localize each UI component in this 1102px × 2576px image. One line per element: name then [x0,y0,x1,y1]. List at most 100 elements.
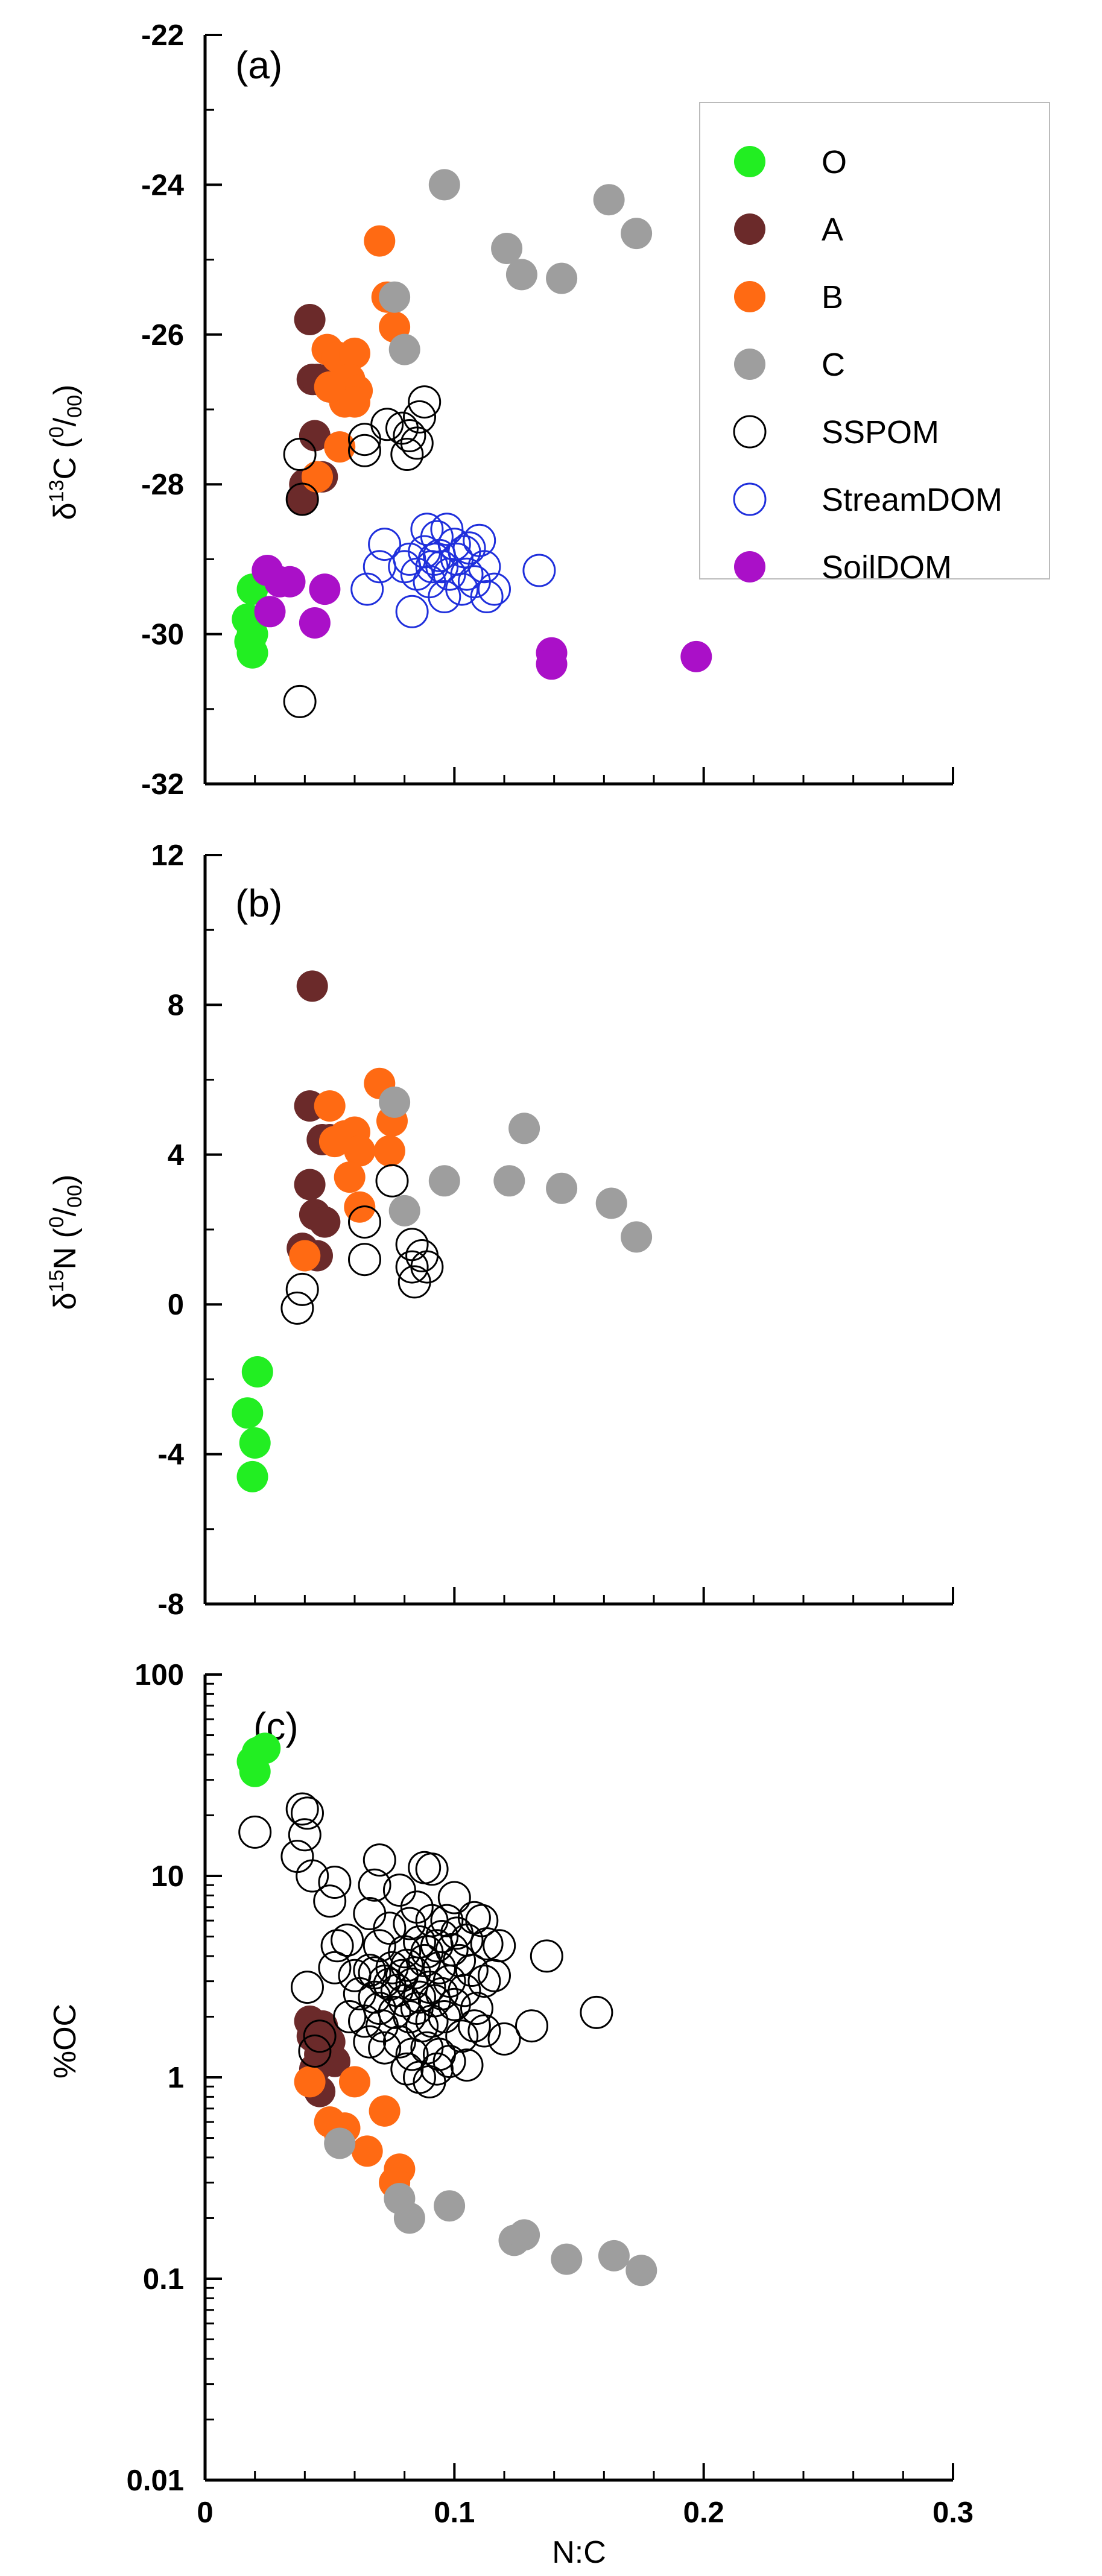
legend-marker-c [734,349,765,380]
point-c [505,259,537,291]
point-streamdom [350,572,384,606]
legend-marker-streamdom [733,482,767,516]
point-streamdom [450,557,484,591]
point-c [598,2240,630,2271]
point-sspom [368,2031,402,2065]
panel-a-ytick-label: -24 [141,169,184,201]
point-sspom [467,1965,501,1998]
point-sspom [280,1291,314,1325]
panel-a-ylabel: δ13C (0/00) [45,385,86,520]
point-o [236,637,268,669]
point-sspom [348,1243,381,1277]
point-c [551,2243,583,2275]
panel-c-ylabel: %OC [48,2004,83,2079]
point-b [364,225,396,257]
panel-b-ytick-label: -8 [157,1588,184,1621]
point-sspom [318,1866,352,1899]
panel-c-xtick-labels: 0 0.1 0.2 0.3 [197,2496,974,2529]
point-c [593,184,625,216]
panel-c-xtick-label: 0.2 [683,2496,724,2529]
point-soildom [680,640,712,672]
panel-a-ytick-label: -30 [141,619,184,651]
point-streamdom [430,513,464,546]
point-sspom [382,1874,416,1907]
panel-b-points [232,970,653,1492]
point-sspom [378,1995,411,2029]
panel-c-xtick-label: 0.1 [434,2496,475,2529]
point-sspom [238,1815,272,1849]
point-sspom [415,1852,449,1886]
legend-label-b: B [822,279,843,315]
point-a [296,970,328,1002]
point-a [318,2045,350,2077]
point-sspom [467,2014,501,2048]
panel-c-ytick-label: 0.1 [143,2263,184,2296]
point-sspom [358,1868,391,1902]
point-o [239,1755,271,1787]
point-sspom [283,684,317,718]
point-soildom [254,596,286,628]
panel-b-ytick-label: 12 [151,839,184,872]
point-sspom [353,1897,387,1930]
legend-box [699,102,1050,579]
point-soildom [536,648,568,680]
point-sspom [430,1904,464,1937]
point-sspom [285,482,319,516]
point-streamdom [415,550,449,584]
panel-c-ytick-labels: 0.01 0.1 1 10 100 [127,1659,184,2497]
point-a [299,420,331,452]
point-sspom [580,1995,613,2029]
point-sspom [470,1927,504,1961]
legend-label-o: O [822,144,847,180]
legend-marker-b [734,281,765,312]
point-c [428,1165,460,1197]
point-a [287,484,318,515]
point-sspom [408,1851,442,1884]
panel-b-axes [203,854,954,1606]
point-sspom [400,1992,434,2025]
point-streamdom [467,550,501,584]
point-sspom [395,1250,429,1284]
point-sspom [450,2048,484,2082]
point-c [388,1195,420,1226]
panel-c-ytick-label: 1 [168,2062,184,2094]
legend-label-c: C [822,347,845,383]
point-streamdom [463,523,496,557]
point-b [324,431,356,463]
point-b [318,1126,350,1158]
panel-a-ytick-label: -28 [141,469,184,501]
panel-b-ytick-label: 8 [168,989,184,1021]
point-streamdom [478,572,511,606]
point-sspom [455,1954,489,1987]
point-c [493,1165,525,1197]
point-streamdom [393,542,426,576]
point-sspom [320,1929,354,1963]
point-sspom [313,1884,347,1918]
point-streamdom [363,550,396,584]
point-b [339,337,370,369]
point-sspom [417,1984,451,2018]
point-sspom [363,1929,396,1963]
legend-label-soildom: SoilDOM [822,549,952,586]
point-sspom [353,2025,387,2059]
point-streamdom [470,580,504,613]
panel-a-ytick-labels: -32 -30 -28 -26 -24 -22 [141,19,184,801]
panel-c-axes [203,1673,954,2482]
point-sspom [400,426,434,460]
point-sspom [363,1843,396,1877]
point-sspom [382,2025,416,2059]
point-sspom [393,2000,426,2033]
point-streamdom [423,538,456,572]
point-sspom [390,438,424,471]
point-sspom [348,1205,381,1239]
point-b [314,1090,346,1122]
point-c [434,2190,466,2222]
point-c [388,333,420,365]
panel-c-points [236,1732,657,2287]
point-sspom [390,1948,424,1982]
point-sspom [395,2038,429,2071]
point-c [595,1187,627,1219]
point-b [373,1135,405,1167]
point-soildom [274,566,306,598]
